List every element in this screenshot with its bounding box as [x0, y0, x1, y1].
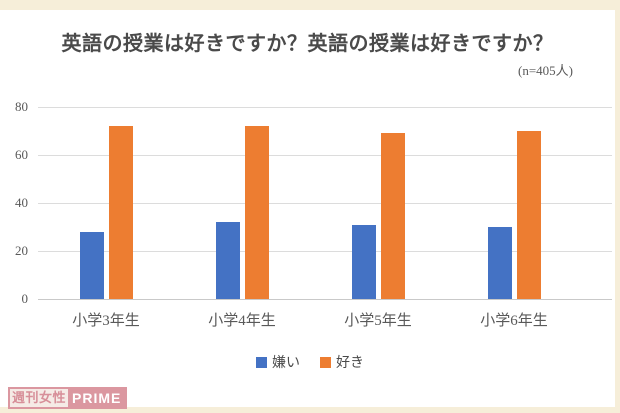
- legend-label: 嫌い: [272, 356, 300, 371]
- gridline: [38, 251, 612, 252]
- legend-item: 好き: [320, 352, 364, 372]
- bar: [108, 126, 133, 299]
- y-axis-tick-label: 80: [15, 99, 28, 114]
- x-axis-labels: 小学3年生 小学4年生 小学5年生 小学6年生: [38, 309, 582, 330]
- y-axis-tick-label: 40: [15, 195, 28, 210]
- bar-group: [174, 107, 310, 299]
- bar: [215, 222, 240, 299]
- gridline: [38, 203, 612, 204]
- bar-group: [446, 107, 582, 299]
- bar-group: [310, 107, 446, 299]
- chart-card: 英語の授業は好きですか？英語の授業は好きですか？ (n=405人) 0 20 40 6…: [0, 10, 615, 407]
- bar-groups: [38, 107, 582, 299]
- legend-label: 好き: [336, 356, 364, 371]
- bar: [79, 231, 104, 299]
- watermark-jp-label: 週刊女性: [10, 389, 69, 407]
- chart-legend: 嫌い 好き: [38, 352, 582, 372]
- bar: [351, 224, 376, 299]
- legend-item: 嫌い: [256, 352, 300, 372]
- bar: [380, 133, 405, 299]
- sample-size-label: (n=405人): [518, 63, 573, 78]
- y-axis-tick-label: 0: [21, 291, 29, 306]
- legend-swatch-icon: [320, 356, 331, 368]
- bar-group: [38, 107, 174, 299]
- gridline: [38, 107, 612, 108]
- gridline: [38, 155, 612, 156]
- bar-chart: 0 20 40 60 80 小学3年生 小学4年生 小学5年生 小学6年生 嫌い 好き: [15, 99, 612, 372]
- bar: [244, 126, 269, 299]
- legend-swatch-icon: [256, 356, 267, 368]
- x-axis-label: 小学6年生: [480, 313, 548, 329]
- x-axis-label: 小学3年生: [72, 313, 140, 329]
- bar: [487, 227, 512, 299]
- watermark-badge: 週刊女性 PRIME: [8, 387, 128, 409]
- x-axis-label: 小学5年生: [344, 313, 412, 329]
- chart-title: 英語の授業は好きですか？英語の授業は好きですか？: [61, 33, 554, 55]
- x-axis-label: 小学4年生: [208, 313, 276, 329]
- plot-area: 0 20 40 60 80: [15, 99, 612, 306]
- y-axis-tick-label: 60: [15, 147, 28, 162]
- y-axis-tick-label: 20: [15, 243, 28, 258]
- bar: [516, 131, 541, 299]
- watermark-prime-label: PRIME: [72, 390, 122, 406]
